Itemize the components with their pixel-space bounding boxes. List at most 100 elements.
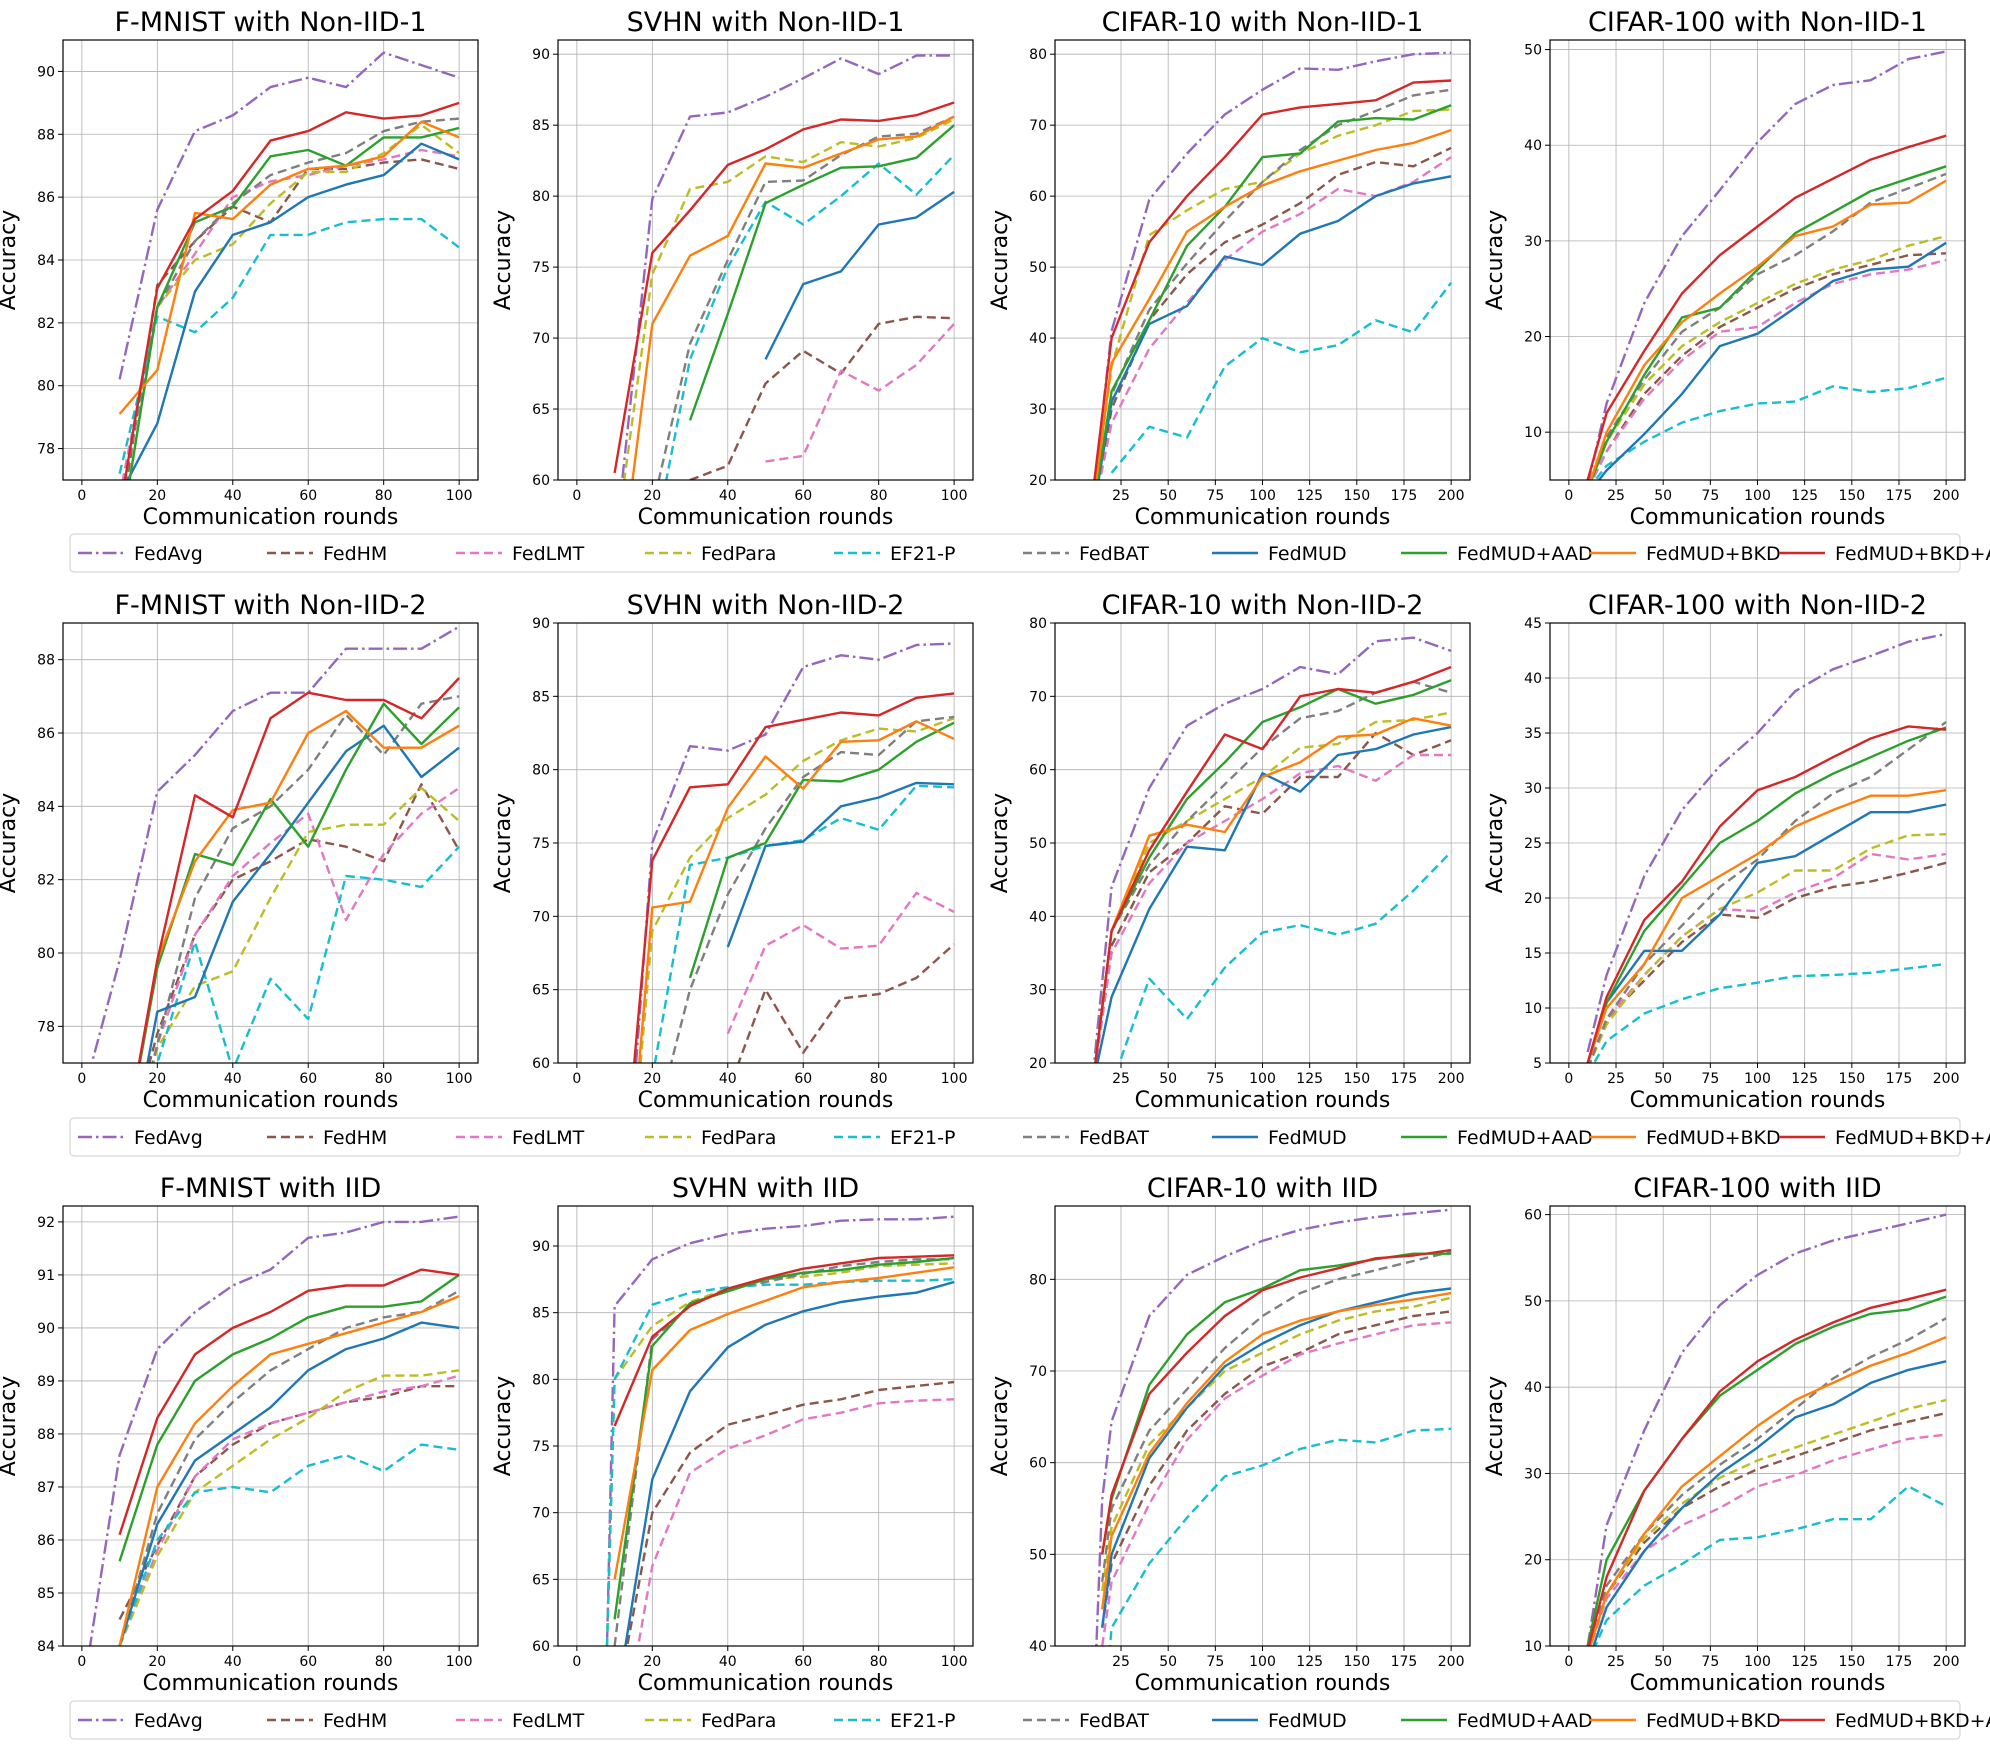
legend-box: [69, 1700, 1961, 1740]
legend-label: FedMUD: [1268, 1127, 1347, 1149]
y-tick-label: 90: [532, 1239, 550, 1255]
series-line-fedmud-plus-bkd-plus-aad: [1586, 725, 1947, 1063]
chart-title: CIFAR-100 with Non-IID-1: [1588, 7, 1927, 38]
x-tick-label: 100: [446, 1654, 473, 1670]
series-line-fedbat: [1588, 1317, 1947, 1646]
y-tick-label: 92: [37, 1215, 55, 1231]
y-tick-label: 40: [1524, 1380, 1542, 1396]
x-tick-label: 100: [1249, 488, 1276, 504]
y-tick-label: 84: [37, 253, 55, 269]
legend-label: EF21-P: [890, 1127, 955, 1149]
x-tick-label: 40: [719, 1071, 737, 1087]
y-tick-label: 90: [37, 1321, 55, 1337]
series-line-fedavg: [634, 642, 955, 1063]
legend-box: [69, 1117, 1961, 1157]
series-line-fedmud-plus-bkd-plus-aad: [1586, 134, 1947, 480]
legend-label: EF21-P: [890, 543, 955, 565]
y-tick-label: 10: [1524, 1001, 1542, 1017]
y-tick-label: 86: [37, 726, 55, 742]
x-tick-label: 50: [1654, 1654, 1672, 1670]
plot-frame: [557, 39, 974, 481]
plot-frame: [1549, 39, 1966, 481]
x-tick-label: 125: [1791, 488, 1818, 504]
series-line-fedmud-plus-bkd-plus-aad: [1101, 1248, 1452, 1555]
legend-label: FedLMT: [512, 543, 585, 565]
x-tick-label: 0: [572, 1071, 581, 1087]
x-tick-label: 50: [1654, 1071, 1672, 1087]
x-tick-label: 100: [941, 488, 968, 504]
series-line-fedmud: [126, 142, 460, 480]
y-tick-label: 70: [1029, 689, 1047, 705]
series-line-ef21-p: [1118, 850, 1452, 1063]
y-tick-label: 40: [1524, 138, 1542, 154]
y-tick-label: 80: [532, 189, 550, 205]
x-tick-label: 75: [1206, 1071, 1224, 1087]
x-tick-label: 20: [643, 1071, 661, 1087]
plot-frame: [1549, 1205, 1966, 1647]
chart-title: SVHN with Non-IID-2: [627, 590, 905, 621]
y-tick-label: 40: [1524, 671, 1542, 687]
legend-label: FedMUD+AAD: [1457, 1127, 1593, 1149]
series-line-fedpara: [1101, 1296, 1452, 1592]
legend: FedAvg FedHM FedLMT FedPara EF21-P FedBAT FedM…: [69, 1700, 1990, 1740]
y-tick-label: 60: [1524, 1208, 1542, 1224]
legend-label: FedPara: [701, 1127, 776, 1149]
x-axis-label: Communication rounds: [1630, 1671, 1886, 1696]
x-tick-label: 0: [1564, 1071, 1573, 1087]
y-tick-label: 87: [37, 1480, 55, 1496]
y-axis-label: Accuracy: [491, 1376, 516, 1476]
series-line-fedmud-plus-aad: [1096, 104, 1452, 480]
x-tick-label: 175: [1391, 1071, 1418, 1087]
legend-label: FedBAT: [1079, 543, 1149, 565]
x-tick-label: 25: [1607, 1071, 1625, 1087]
y-tick-label: 89: [37, 1374, 55, 1390]
y-tick-label: 65: [532, 402, 550, 418]
series-line-fedmud-plus-aad: [688, 721, 955, 979]
series-line-fedmud-plus-bkd: [1095, 128, 1452, 480]
series-line-fedbat: [669, 715, 955, 1063]
series-line-fedhm: [689, 315, 955, 480]
y-tick-label: 88: [37, 1427, 55, 1443]
x-tick-label: 80: [375, 1654, 393, 1670]
plot-frame: [557, 622, 974, 1064]
x-tick-label: 175: [1391, 1654, 1418, 1670]
plot-frame: [62, 39, 479, 481]
chart-title: SVHN with Non-IID-1: [627, 7, 905, 38]
x-axis-label: Communication rounds: [1630, 505, 1886, 530]
series-line-fedlmt: [765, 323, 955, 463]
x-tick-label: 75: [1206, 1654, 1224, 1670]
y-tick-label: 10: [1524, 1639, 1542, 1655]
x-tick-label: 200: [1933, 488, 1960, 504]
series-line-fedmud-plus-bkd-plus-aad: [1587, 1288, 1947, 1646]
legend-label: FedAvg: [134, 543, 203, 565]
y-axis-label: Accuracy: [988, 793, 1013, 893]
series-line-fedpara: [152, 786, 460, 1063]
series-line-fedavg: [1586, 632, 1947, 1053]
y-tick-label: 84: [37, 1639, 55, 1655]
x-tick-label: 200: [1933, 1654, 1960, 1670]
chart-title: CIFAR-10 with Non-IID-1: [1102, 7, 1424, 38]
x-axis-label: Communication rounds: [1135, 505, 1391, 530]
y-tick-label: 35: [1524, 726, 1542, 742]
y-axis-label: Accuracy: [491, 793, 516, 893]
y-tick-label: 50: [1524, 1294, 1542, 1310]
x-tick-label: 0: [77, 1654, 86, 1670]
chart-panel: 0 20 40 60 80 100 78 80 82 84 86 88 90 F-MNIST with N…: [0, 7, 479, 530]
x-tick-label: 40: [224, 488, 242, 504]
x-tick-label: 50: [1159, 1071, 1177, 1087]
legend-label: FedBAT: [1079, 1710, 1149, 1732]
legend-label: FedMUD+BKD+AAD: [1835, 1127, 1990, 1149]
series-line-fedmud-plus-bkd: [1101, 1291, 1452, 1610]
y-tick-label: 60: [532, 1056, 550, 1072]
y-tick-label: 80: [37, 379, 55, 395]
series-line-fedmud: [118, 1321, 460, 1646]
series-line-fedhm: [625, 1380, 955, 1646]
x-tick-label: 80: [375, 488, 393, 504]
series-line-fedmud-plus-bkd-plus-aad: [123, 101, 460, 480]
series-line-ef21-p: [653, 784, 955, 1063]
y-tick-label: 20: [1524, 891, 1542, 907]
x-tick-label: 100: [1249, 1071, 1276, 1087]
legend-label: FedMUD: [1268, 1710, 1347, 1732]
series-line-ef21-p: [605, 1278, 955, 1646]
plot-area: [558, 40, 973, 480]
